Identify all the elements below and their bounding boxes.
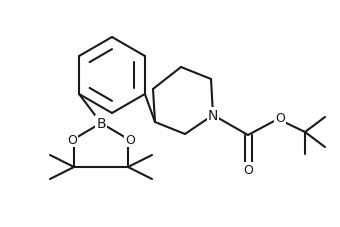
Text: N: N [208,109,218,122]
Text: O: O [275,111,285,124]
Text: O: O [243,163,253,176]
Text: O: O [67,133,77,146]
Text: B: B [96,116,106,131]
Text: O: O [125,133,135,146]
